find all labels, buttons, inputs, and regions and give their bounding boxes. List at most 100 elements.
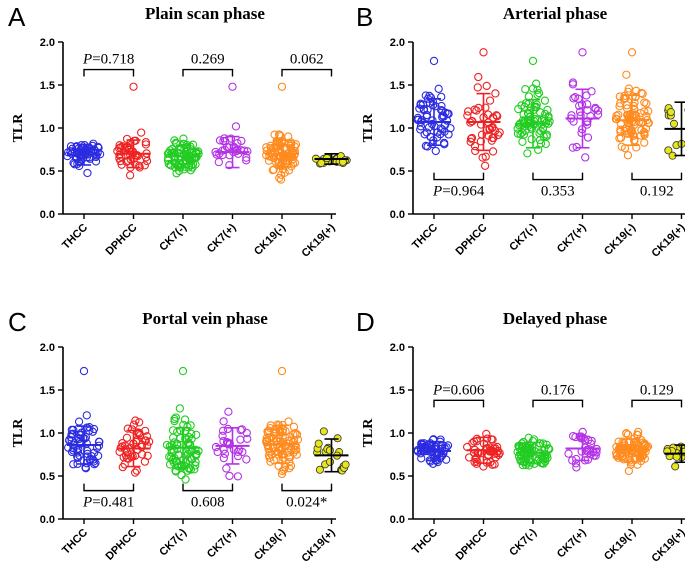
data-point bbox=[615, 134, 624, 143]
data-point bbox=[586, 439, 596, 448]
data-point bbox=[523, 149, 532, 158]
data-point bbox=[485, 125, 494, 134]
outlier-point bbox=[479, 48, 488, 57]
data-point bbox=[664, 146, 673, 155]
data-point bbox=[513, 129, 523, 138]
data-point bbox=[73, 453, 83, 462]
data-point bbox=[183, 455, 192, 464]
data-point bbox=[72, 142, 81, 152]
data-point bbox=[472, 434, 482, 443]
data-point bbox=[522, 443, 532, 452]
data-point bbox=[495, 128, 504, 137]
panel-letter-a: A bbox=[8, 2, 26, 32]
data-point bbox=[137, 442, 146, 452]
y-tick-label-d: 1.0 bbox=[390, 428, 405, 440]
data-point bbox=[616, 99, 625, 108]
data-point bbox=[436, 130, 445, 139]
x-tick-label-a: CK7(-) bbox=[157, 221, 189, 253]
data-point bbox=[284, 132, 293, 141]
data-point bbox=[463, 107, 473, 116]
p-value-label: 0.062 bbox=[290, 52, 324, 68]
data-point bbox=[325, 446, 334, 455]
series-thcc-d: THCC bbox=[410, 435, 453, 557]
data-point bbox=[319, 427, 328, 436]
bracket bbox=[83, 483, 135, 492]
data-point bbox=[630, 104, 639, 114]
y-tick-label-c: 1.5 bbox=[40, 385, 55, 397]
x-tick-label-b: CK7(+) bbox=[555, 221, 589, 255]
data-point bbox=[274, 130, 284, 139]
series-ck7pos-a: CK7(+) bbox=[205, 82, 252, 255]
data-point bbox=[491, 89, 500, 98]
p-value-label: P=0.718 bbox=[82, 52, 134, 68]
data-point bbox=[426, 93, 436, 102]
data-point bbox=[220, 449, 230, 458]
series-ck19pos-b: CK19(+) bbox=[650, 101, 685, 260]
data-point bbox=[130, 468, 140, 477]
data-point bbox=[78, 148, 88, 157]
data-point bbox=[222, 464, 231, 473]
data-point bbox=[175, 404, 185, 413]
panel-letter-d: D bbox=[356, 307, 375, 337]
data-point bbox=[284, 417, 293, 426]
data-point bbox=[516, 451, 526, 460]
data-point bbox=[229, 142, 239, 152]
data-point bbox=[215, 149, 224, 158]
series-ck19neg-c: CK19(-) bbox=[252, 366, 303, 563]
data-point bbox=[624, 84, 634, 93]
data-point bbox=[326, 457, 335, 466]
y-tick-label-a: 2.0 bbox=[40, 37, 55, 49]
data-point bbox=[291, 429, 300, 439]
data-point bbox=[82, 439, 91, 448]
data-point bbox=[539, 455, 548, 464]
data-point bbox=[583, 133, 593, 142]
data-point bbox=[73, 433, 83, 442]
data-point bbox=[640, 98, 649, 107]
bracket bbox=[631, 172, 683, 181]
data-point bbox=[583, 100, 592, 109]
data-point bbox=[471, 454, 480, 464]
data-point bbox=[121, 451, 131, 460]
data-point bbox=[74, 417, 84, 426]
comparison-ck7neg-ck7pos-a: 0.269 bbox=[182, 52, 234, 77]
data-point bbox=[533, 90, 542, 99]
comparison-thcc-dphcc-a: P=0.718 bbox=[82, 52, 134, 77]
y-tick-label-c: 1.0 bbox=[40, 428, 55, 440]
data-point bbox=[215, 136, 225, 145]
data-point bbox=[187, 434, 196, 444]
data-point bbox=[587, 87, 596, 96]
data-point bbox=[472, 106, 481, 115]
x-tick-label-b: THCC bbox=[410, 222, 440, 252]
x-tick-label-a: THCC bbox=[60, 222, 90, 252]
data-point bbox=[287, 139, 296, 149]
data-point bbox=[264, 451, 274, 460]
data-point bbox=[185, 464, 194, 473]
data-point bbox=[236, 435, 245, 444]
data-point bbox=[242, 156, 251, 165]
data-point bbox=[518, 461, 527, 470]
outlier-point bbox=[129, 82, 138, 91]
series-dphcc-c: DPHCC bbox=[103, 416, 154, 563]
data-point bbox=[568, 78, 578, 87]
data-point bbox=[137, 128, 146, 137]
data-point bbox=[670, 119, 679, 128]
data-point bbox=[481, 103, 490, 112]
series-ck19neg-d: CK19(-) bbox=[602, 427, 653, 563]
data-point bbox=[644, 107, 653, 116]
comparison-ck19neg-ck19pos-d: 0.129 bbox=[631, 382, 683, 408]
data-point bbox=[171, 457, 180, 466]
data-point bbox=[341, 460, 350, 469]
data-point bbox=[542, 132, 551, 141]
comparison-ck7neg-ck7pos-b: 0.353 bbox=[532, 172, 584, 200]
data-point bbox=[536, 126, 545, 136]
data-point bbox=[123, 424, 132, 433]
data-point bbox=[636, 109, 645, 118]
data-point bbox=[523, 108, 533, 118]
data-point bbox=[140, 161, 149, 170]
y-tick-label-b: 0.0 bbox=[390, 209, 405, 221]
x-tick-label-c: CK7(+) bbox=[205, 526, 239, 560]
data-point bbox=[611, 114, 621, 124]
data-point bbox=[170, 414, 179, 424]
data-point bbox=[618, 437, 627, 446]
